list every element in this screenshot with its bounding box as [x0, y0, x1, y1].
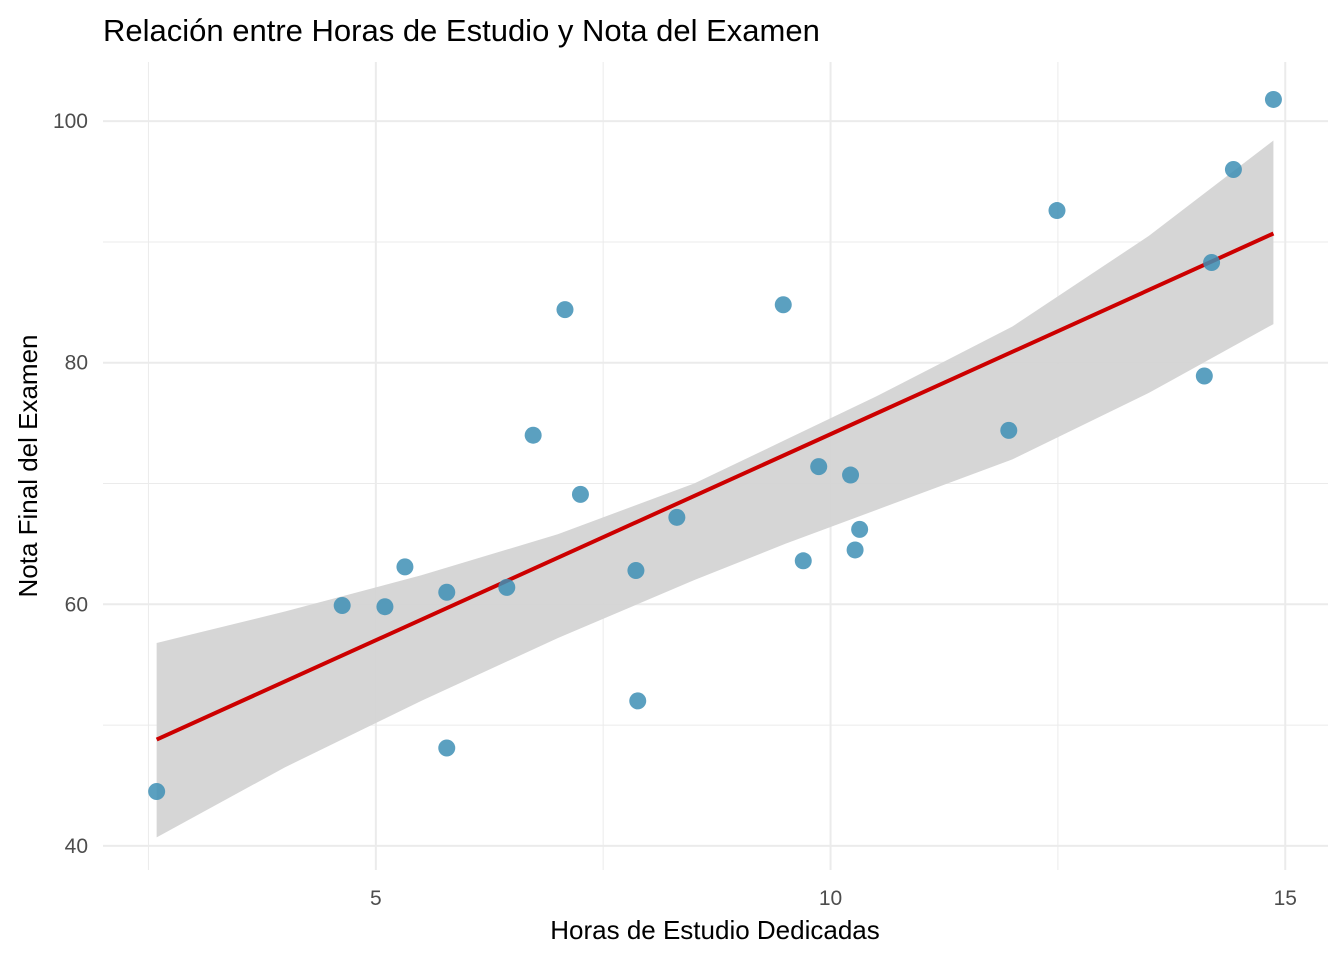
data-point — [846, 541, 864, 559]
data-point — [851, 520, 869, 538]
data-point — [627, 561, 645, 579]
data-point — [438, 739, 456, 757]
y-tick-label: 60 — [65, 593, 88, 616]
data-point — [794, 552, 812, 570]
data-point — [774, 296, 792, 314]
data-point — [376, 598, 394, 616]
x-tick-label: 10 — [819, 887, 842, 910]
data-point — [148, 782, 166, 800]
data-point — [556, 301, 574, 319]
x-tick-label: 5 — [370, 887, 382, 910]
y-tick-label: 80 — [65, 352, 88, 375]
data-point — [498, 578, 516, 596]
data-point — [1224, 160, 1242, 178]
data-point — [1048, 202, 1066, 220]
confidence-band-group — [156, 140, 1274, 838]
fit-line-group — [155, 231, 1275, 742]
y-tick-label: 100 — [53, 110, 88, 133]
x-axis-label: Horas de Estudio Dedicadas — [550, 915, 880, 945]
data-point — [571, 485, 589, 503]
data-point — [524, 426, 542, 444]
data-point — [333, 596, 351, 614]
data-point — [1195, 367, 1213, 385]
x-tick-label: 15 — [1274, 887, 1297, 910]
data-point — [396, 558, 414, 576]
data-point — [810, 458, 828, 476]
confidence-band — [156, 140, 1274, 838]
chart-title: Relación entre Horas de Estudio y Nota d… — [103, 13, 820, 48]
data-point — [842, 466, 860, 484]
data-point — [438, 583, 456, 601]
y-axis-label: Nota Final del Examen — [13, 334, 43, 597]
data-point — [1203, 253, 1221, 271]
regression-line — [155, 231, 1275, 742]
y-tick-label: 40 — [65, 835, 88, 858]
data-point — [668, 508, 686, 526]
data-point — [629, 692, 647, 710]
data-point — [1264, 90, 1282, 108]
tick-labels: 5 10 15 40 60 80 100 — [53, 110, 1297, 910]
points-group — [148, 90, 1282, 800]
data-point — [1000, 421, 1018, 439]
